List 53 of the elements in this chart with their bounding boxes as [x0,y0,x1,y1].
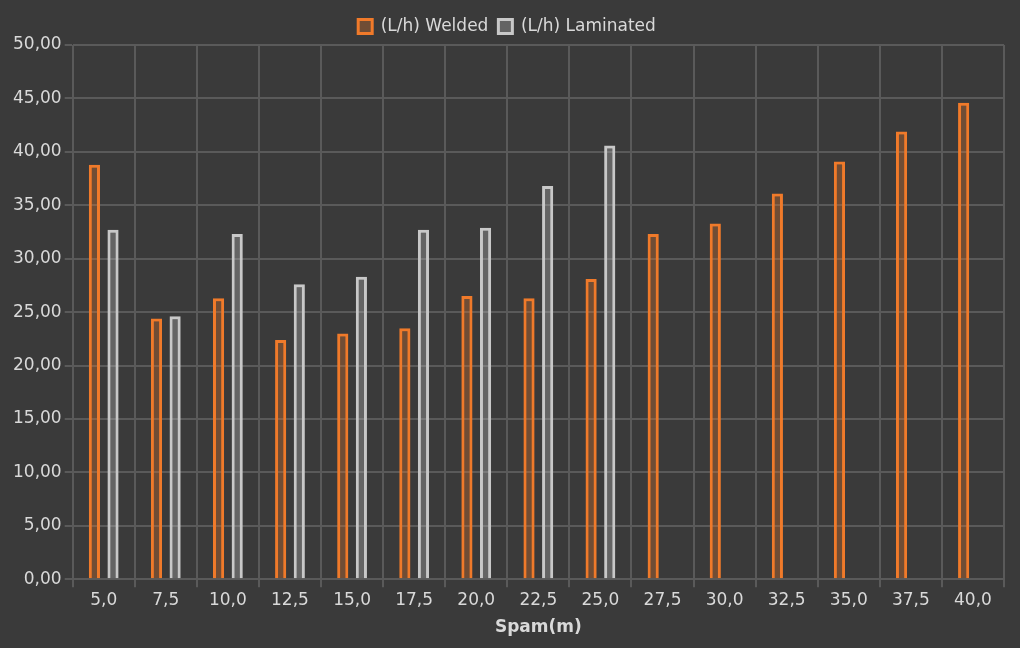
bar [647,234,659,579]
legend-label: (L/h) Welded [380,14,489,35]
y-tick-label: 50,00 [13,33,62,54]
bar [169,316,181,579]
y-tick-label: 30,00 [13,247,62,268]
x-tick-label: 40,0 [954,588,992,609]
bar [399,328,411,579]
y-tick-label: 45,00 [13,86,62,107]
bar [771,193,783,579]
x-axis-title: Spam(m) [494,616,582,637]
x-tick-label: 20,0 [457,588,496,609]
x-tick-label: 17,5 [395,588,434,609]
bar [958,102,970,579]
y-tick-label: 15,00 [13,407,62,428]
x-tick-label: 5,0 [90,588,118,609]
bar [150,318,163,579]
x-tick-label: 35,0 [829,588,868,609]
y-tick-label: 10,00 [13,460,62,481]
bar [833,161,846,579]
bar [88,164,100,579]
y-tick-label: 35,00 [13,193,62,214]
bar [461,296,473,579]
x-tick-label: 25,0 [581,588,620,609]
x-tick-label: 27,5 [643,588,682,609]
x-tick-label: 30,0 [705,588,744,609]
y-tick-label: 5,00 [23,514,62,535]
y-tick-label: 0,00 [23,567,62,588]
x-tick-label: 7,5 [152,588,180,609]
bar [479,227,492,579]
bar [895,131,908,579]
bar [231,234,243,579]
bar [275,339,287,579]
x-tick-label: 15,0 [333,588,371,609]
legend-label: (L/h) Laminated [520,14,656,35]
bar [709,223,721,579]
x-tick-label: 10,0 [208,588,247,609]
bar [604,145,616,579]
bar [542,186,554,579]
x-tick-label: 32,5 [767,588,806,609]
bar [337,333,349,579]
bar [417,229,430,579]
y-tick-label: 20,00 [13,353,62,374]
y-tick-label: 40,00 [13,140,62,161]
y-tick-label: 25,00 [13,300,62,321]
x-tick-label: 37,5 [891,588,930,609]
x-tick-label: 22,5 [519,588,558,609]
x-tick-label: 12,5 [271,588,309,609]
bar [523,298,535,579]
bar [355,276,367,579]
bar [293,284,305,579]
bar [585,278,597,579]
bar [212,298,225,579]
bar [107,229,119,579]
